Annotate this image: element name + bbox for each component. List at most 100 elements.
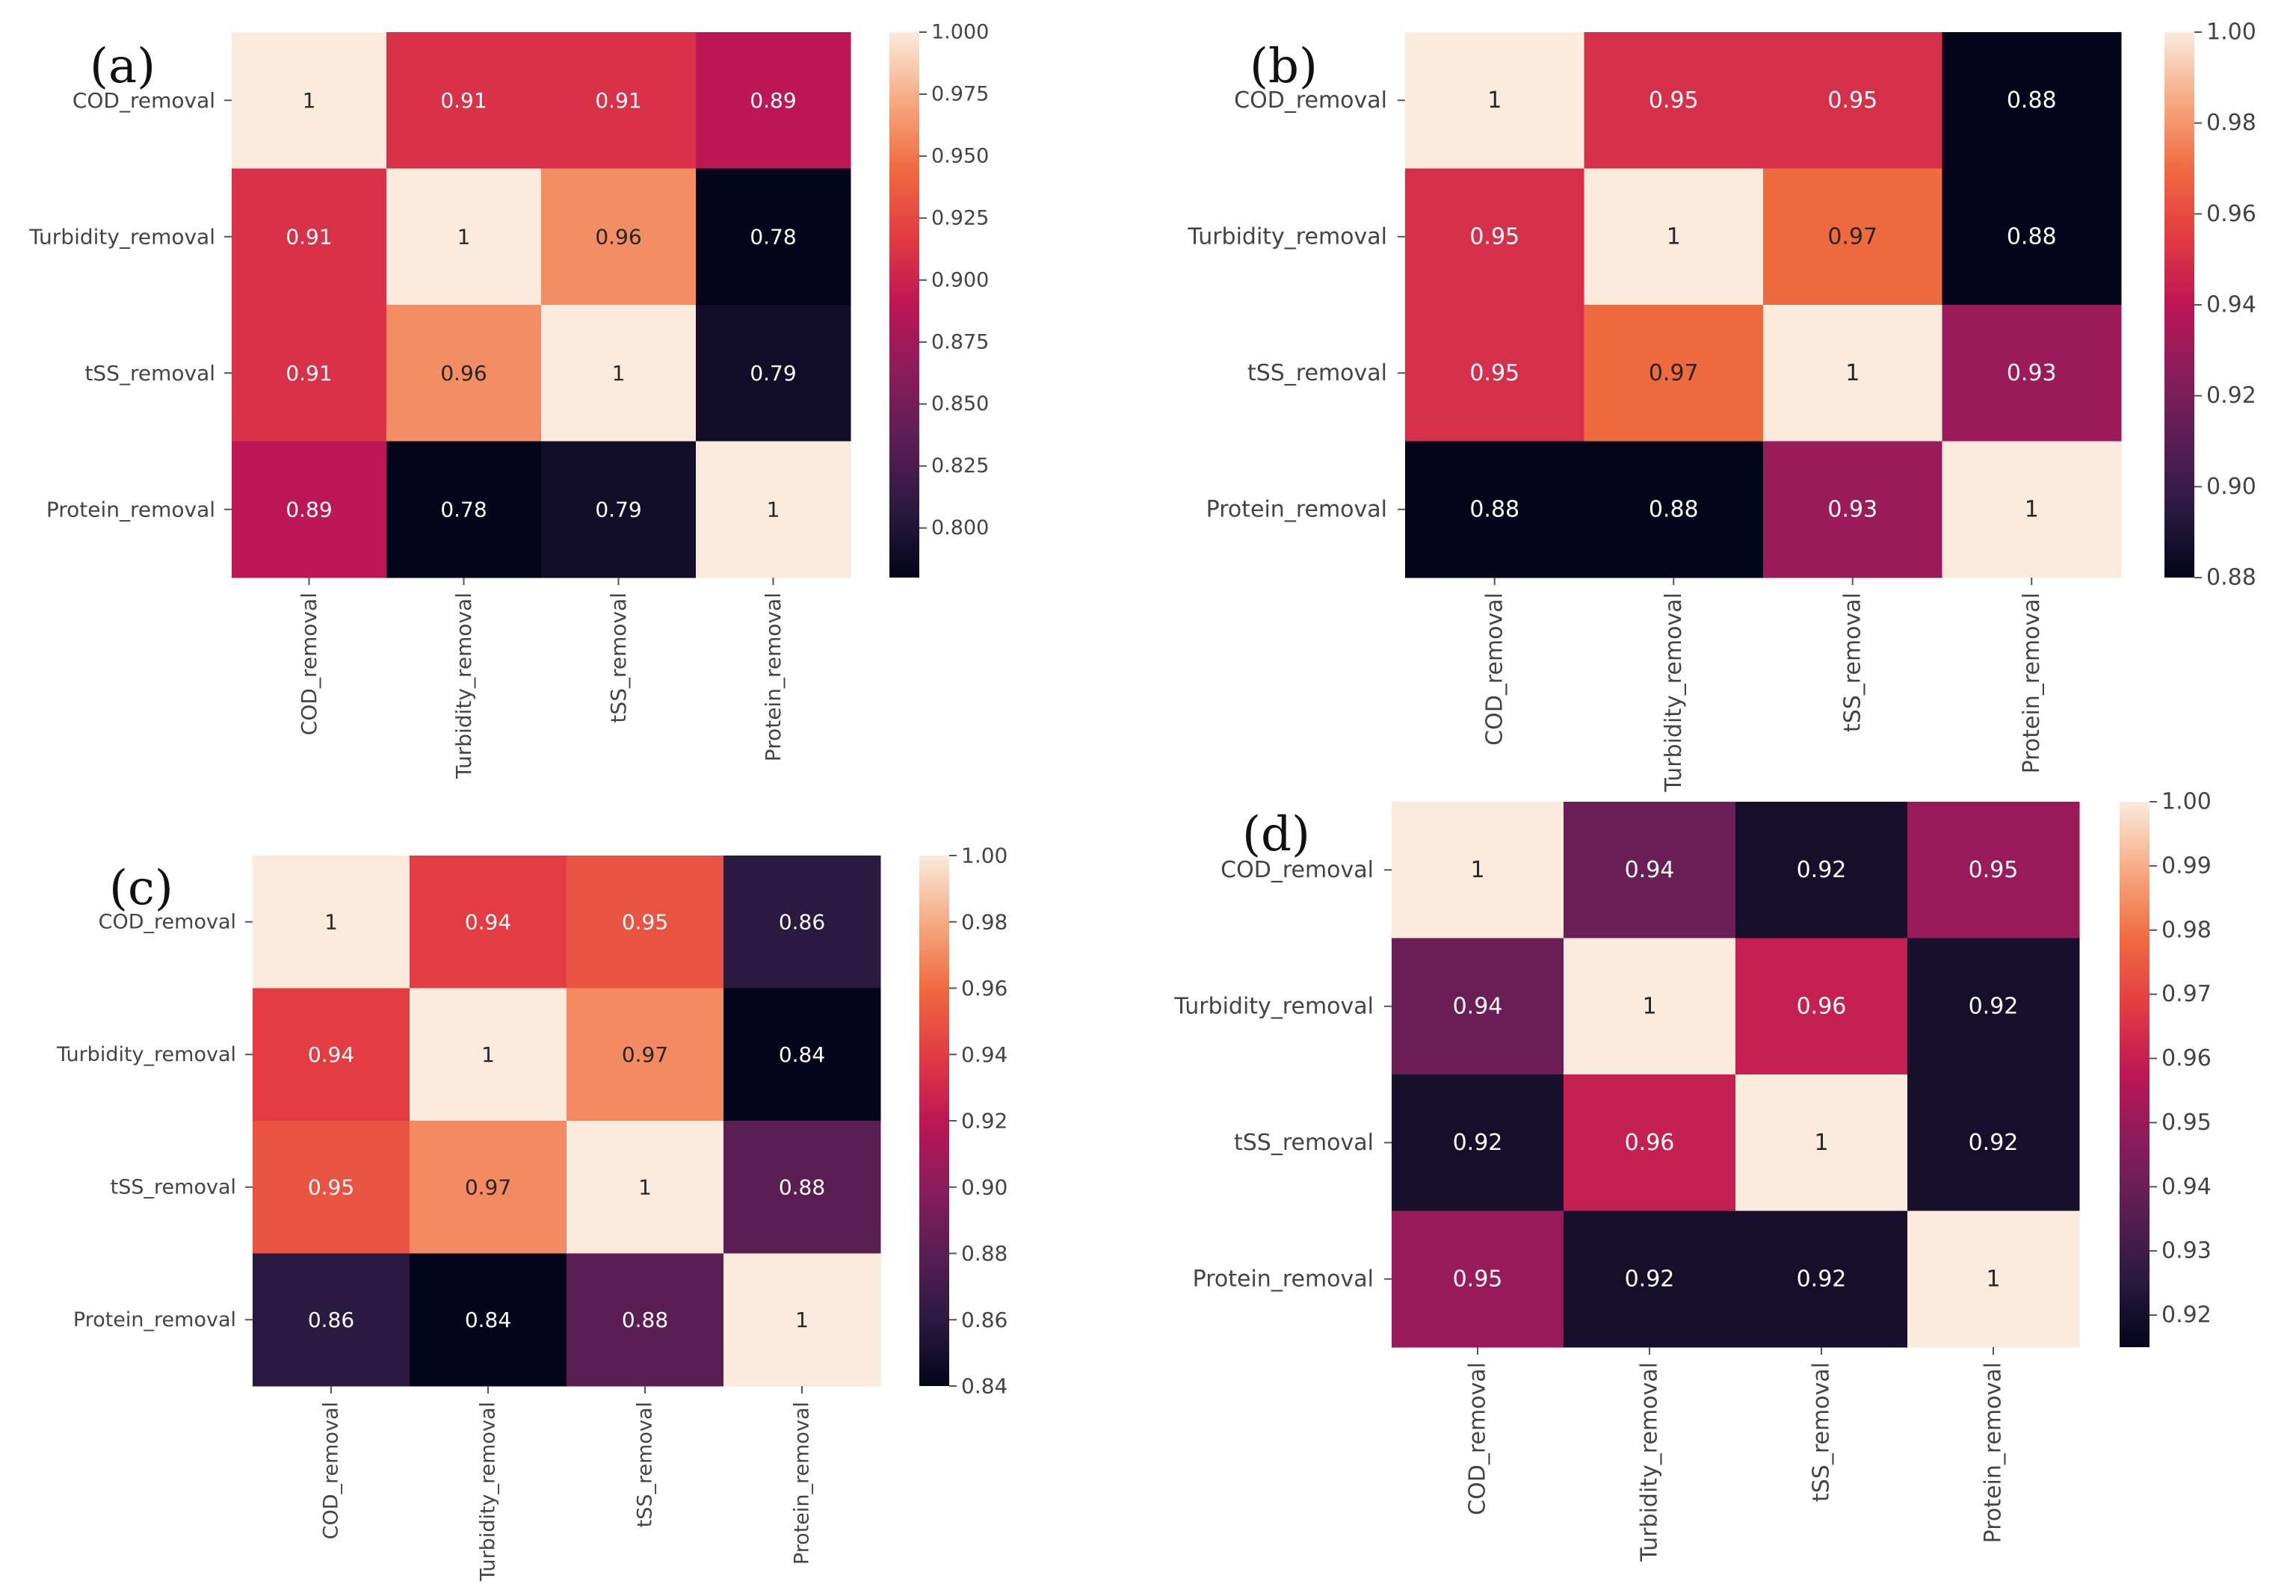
heatmap-cell: [1735, 1074, 1908, 1211]
heatmap-cell: [1942, 305, 2122, 442]
colorbar-tick-label: 0.92: [2206, 383, 2256, 409]
cell-value-label: 0.95: [1969, 857, 2019, 883]
column-label-protein-removal: Protein_removal: [791, 1402, 814, 1565]
heatmap-cell: [567, 988, 724, 1122]
panel-label: (d): [1242, 807, 1310, 862]
cell-value-label: 0.88: [779, 1175, 825, 1199]
cell-value-label: 1: [767, 497, 780, 522]
cell-value-label: 0.95: [308, 1175, 354, 1199]
heatmap-cell: [1584, 168, 1764, 306]
cell-value-label: 0.92: [1969, 1130, 2019, 1156]
colorbar-tick-label: 0.99: [2161, 853, 2212, 879]
cell-value-label: 0.78: [750, 224, 796, 249]
cell-value-label: 0.95: [1469, 223, 1519, 250]
heatmap-cell: [410, 856, 567, 989]
heatmap-cell: [696, 305, 851, 442]
cell-value-label: 0.94: [1453, 993, 1503, 1019]
cell-value-label: 0.96: [595, 224, 641, 249]
cell-value-label: 0.97: [465, 1175, 511, 1199]
row-label-turbidity-removal: Turbidity_removal: [56, 1043, 236, 1066]
cell-value-label: 1: [1642, 993, 1656, 1019]
cell-value-label: 0.86: [779, 909, 825, 934]
colorbar-tick-label: 1.00: [2161, 789, 2212, 815]
heatmap-cell: [253, 1121, 410, 1254]
column-label-cod-removal: COD_removal: [320, 1402, 343, 1539]
cell-value-label: 0.97: [1649, 360, 1699, 386]
heatmap-cell: [1564, 1074, 1736, 1211]
heatmap-cell: [232, 32, 387, 169]
column-label-tss-removal: tSS_removal: [1839, 593, 1866, 732]
colorbar: [919, 856, 949, 1386]
heatmap-cell: [1392, 802, 1564, 938]
colorbar-tick-label: 0.925: [931, 206, 989, 229]
heatmap-cell: [386, 168, 542, 306]
cell-value-label: 0.92: [1625, 1266, 1675, 1292]
cell-value-label: 0.86: [308, 1308, 354, 1332]
cell-value-label: 0.97: [1827, 223, 1877, 250]
colorbar-tick-label: 0.96: [2206, 201, 2256, 227]
heatmap-cell: [1405, 32, 1584, 169]
heatmap-cell: [410, 1253, 567, 1387]
heatmap-cell: [253, 856, 410, 989]
column-label-cod-removal: COD_removal: [297, 593, 321, 735]
heatmap-cell: [541, 168, 697, 306]
colorbar-tick-label: 0.94: [961, 1042, 1007, 1067]
row-label-tss-removal: tSS_removal: [84, 361, 215, 386]
cell-value-label: 0.94: [308, 1042, 354, 1067]
cell-value-label: 0.89: [286, 497, 332, 522]
colorbar-tick-label: 0.97: [2161, 981, 2212, 1007]
colorbar-tick-label: 0.90: [961, 1175, 1007, 1199]
column-label-turbidity-removal: Turbidity_removal: [477, 1402, 500, 1582]
cell-value-label: 0.79: [750, 361, 796, 386]
cell-value-label: 0.91: [286, 224, 332, 249]
colorbar-tick-label: 0.96: [961, 976, 1007, 1000]
colorbar-tick-label: 0.800: [931, 516, 989, 539]
cell-value-label: 0.93: [1827, 496, 1877, 522]
colorbar-tick-label: 0.95: [2161, 1110, 2212, 1136]
heatmap-cell: [541, 32, 697, 169]
colorbar: [2164, 32, 2194, 578]
colorbar-tick-label: 1.00: [961, 844, 1007, 868]
panel-c: 1 0.94 0.95 0.86 0.94 1 0.97 0.84 0.95 0.97 1 0.88 0…: [56, 844, 1007, 1582]
row-label-cod-removal: COD_removal: [1234, 87, 1387, 114]
heatmap-cell: [386, 441, 542, 578]
cell-value-label: 1: [1845, 360, 1860, 386]
colorbar-tick-label: 0.93: [2161, 1238, 2212, 1264]
cell-value-label: 1: [1814, 1130, 1828, 1156]
heatmap-cell: [1405, 305, 1584, 442]
colorbar-tick-label: 0.96: [2161, 1045, 2212, 1071]
colorbar-tick-label: 0.92: [2161, 1302, 2212, 1329]
heatmap-cell: [232, 305, 387, 442]
colorbar-tick-label: 0.90: [2206, 474, 2256, 500]
heatmap-cell: [410, 988, 567, 1122]
column-label-protein-removal: Protein_removal: [1981, 1362, 2007, 1543]
column-label-protein-removal: Protein_removal: [2019, 593, 2045, 773]
row-label-protein-removal: Protein_removal: [46, 497, 215, 522]
cell-value-label: 1: [1487, 87, 1502, 114]
cell-value-label: 0.84: [465, 1308, 511, 1332]
row-label-turbidity-removal: Turbidity_removal: [28, 224, 215, 249]
cell-value-label: 0.96: [1625, 1130, 1675, 1156]
heatmap-cell: [1392, 938, 1564, 1075]
panel-a: 1 0.91 0.91 0.89 0.91 1 0.96 0.78 0.91 0.96 1 0.79 0…: [28, 21, 989, 779]
cell-value-label: 0.78: [440, 497, 487, 522]
heatmap-cell: [1907, 802, 2080, 938]
column-label-cod-removal: COD_removal: [1465, 1362, 1491, 1515]
column-label-tss-removal: tSS_removal: [1809, 1362, 1835, 1502]
cell-value-label: 1: [638, 1175, 652, 1199]
colorbar-tick-label: 0.875: [931, 330, 989, 353]
heatmap-cell: [1763, 168, 1942, 306]
cell-value-label: 0.96: [440, 361, 487, 386]
colorbar-tick-label: 0.84: [961, 1374, 1007, 1399]
cell-value-label: 0.92: [1797, 857, 1847, 883]
cell-value-label: 1: [612, 361, 626, 386]
heatmap-cell: [1584, 32, 1764, 169]
cell-value-label: 0.95: [1649, 87, 1699, 114]
colorbar-tick-label: 0.86: [961, 1308, 1007, 1332]
row-label-turbidity-removal: Turbidity_removal: [1187, 223, 1387, 250]
colorbar-tick-label: 0.88: [961, 1241, 1007, 1266]
colorbar-tick-label: 0.98: [961, 909, 1007, 934]
cell-value-label: 1: [324, 909, 338, 934]
heatmap-cell: [1763, 305, 1942, 442]
